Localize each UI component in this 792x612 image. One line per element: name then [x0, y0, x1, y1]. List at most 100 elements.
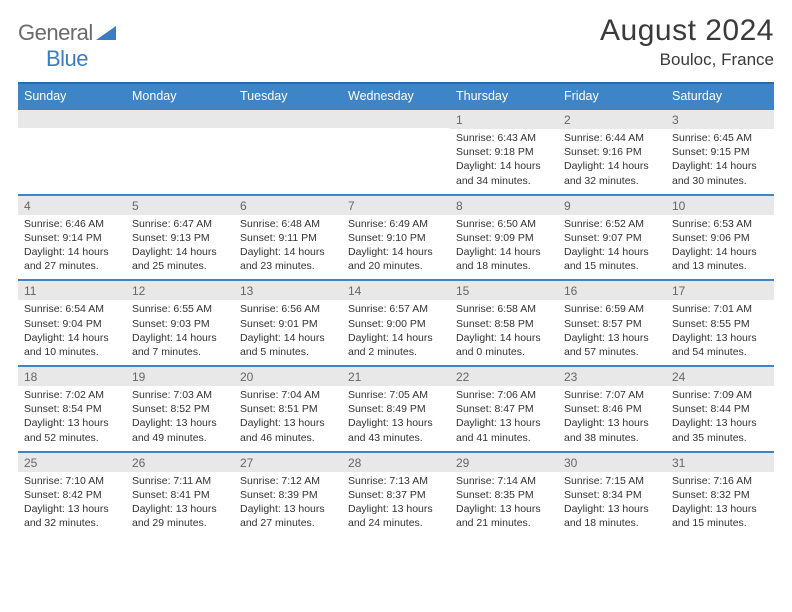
sunrise-line: Sunrise: 6:49 AM — [348, 217, 444, 231]
day-body: Sunrise: 7:16 AMSunset: 8:32 PMDaylight:… — [666, 472, 774, 537]
logo-text-blue: Blue — [46, 46, 88, 71]
day-cell: 25Sunrise: 7:10 AMSunset: 8:42 PMDayligh… — [18, 452, 126, 537]
day-cell: 20Sunrise: 7:04 AMSunset: 8:51 PMDayligh… — [234, 366, 342, 452]
month-title: August 2024 — [600, 14, 774, 48]
day-cell: 31Sunrise: 7:16 AMSunset: 8:32 PMDayligh… — [666, 452, 774, 537]
day-body: Sunrise: 7:14 AMSunset: 8:35 PMDaylight:… — [450, 472, 558, 537]
day-header: Tuesday — [234, 83, 342, 109]
day-number: 2 — [558, 110, 666, 129]
day-number: 1 — [450, 110, 558, 129]
sunset-line: Sunset: 9:06 PM — [672, 231, 768, 245]
day-number: 11 — [18, 281, 126, 300]
day-number: 5 — [126, 196, 234, 215]
day-number — [126, 110, 234, 128]
week-row: 4Sunrise: 6:46 AMSunset: 9:14 PMDaylight… — [18, 195, 774, 281]
day-number — [342, 110, 450, 128]
sunrise-line: Sunrise: 7:11 AM — [132, 474, 228, 488]
title-block: August 2024 Bouloc, France — [600, 14, 774, 70]
day-cell: 5Sunrise: 6:47 AMSunset: 9:13 PMDaylight… — [126, 195, 234, 281]
sunrise-line: Sunrise: 7:04 AM — [240, 388, 336, 402]
day-body: Sunrise: 6:54 AMSunset: 9:04 PMDaylight:… — [18, 300, 126, 365]
sunrise-line: Sunrise: 6:57 AM — [348, 302, 444, 316]
sunrise-line: Sunrise: 7:13 AM — [348, 474, 444, 488]
sunset-line: Sunset: 9:01 PM — [240, 317, 336, 331]
sunset-line: Sunset: 8:37 PM — [348, 488, 444, 502]
day-number: 28 — [342, 453, 450, 472]
day-body: Sunrise: 7:09 AMSunset: 8:44 PMDaylight:… — [666, 386, 774, 451]
daylight-line: Daylight: 14 hours and 10 minutes. — [24, 331, 120, 359]
week-row: 18Sunrise: 7:02 AMSunset: 8:54 PMDayligh… — [18, 366, 774, 452]
day-cell: 8Sunrise: 6:50 AMSunset: 9:09 PMDaylight… — [450, 195, 558, 281]
day-body: Sunrise: 7:05 AMSunset: 8:49 PMDaylight:… — [342, 386, 450, 451]
sunset-line: Sunset: 8:34 PM — [564, 488, 660, 502]
day-number: 22 — [450, 367, 558, 386]
daylight-line: Daylight: 13 hours and 57 minutes. — [564, 331, 660, 359]
day-header: Monday — [126, 83, 234, 109]
day-number: 4 — [18, 196, 126, 215]
day-number: 30 — [558, 453, 666, 472]
day-cell: 27Sunrise: 7:12 AMSunset: 8:39 PMDayligh… — [234, 452, 342, 537]
sunrise-line: Sunrise: 6:56 AM — [240, 302, 336, 316]
day-body — [342, 128, 450, 190]
daylight-line: Daylight: 13 hours and 41 minutes. — [456, 416, 552, 444]
day-cell: 26Sunrise: 7:11 AMSunset: 8:41 PMDayligh… — [126, 452, 234, 537]
day-number: 24 — [666, 367, 774, 386]
day-header: Wednesday — [342, 83, 450, 109]
day-header: Saturday — [666, 83, 774, 109]
sunset-line: Sunset: 8:44 PM — [672, 402, 768, 416]
sunset-line: Sunset: 8:52 PM — [132, 402, 228, 416]
day-cell: 17Sunrise: 7:01 AMSunset: 8:55 PMDayligh… — [666, 280, 774, 366]
day-number: 10 — [666, 196, 774, 215]
day-number: 14 — [342, 281, 450, 300]
week-row: 1Sunrise: 6:43 AMSunset: 9:18 PMDaylight… — [18, 109, 774, 195]
day-body: Sunrise: 7:07 AMSunset: 8:46 PMDaylight:… — [558, 386, 666, 451]
day-number: 27 — [234, 453, 342, 472]
day-body — [234, 128, 342, 190]
day-number: 26 — [126, 453, 234, 472]
day-body: Sunrise: 6:55 AMSunset: 9:03 PMDaylight:… — [126, 300, 234, 365]
day-body: Sunrise: 6:48 AMSunset: 9:11 PMDaylight:… — [234, 215, 342, 280]
calendar-table: Sunday Monday Tuesday Wednesday Thursday… — [18, 82, 774, 536]
sunset-line: Sunset: 8:58 PM — [456, 317, 552, 331]
sunrise-line: Sunrise: 6:55 AM — [132, 302, 228, 316]
day-body: Sunrise: 6:56 AMSunset: 9:01 PMDaylight:… — [234, 300, 342, 365]
day-cell: 2Sunrise: 6:44 AMSunset: 9:16 PMDaylight… — [558, 109, 666, 195]
day-cell: 14Sunrise: 6:57 AMSunset: 9:00 PMDayligh… — [342, 280, 450, 366]
sunset-line: Sunset: 9:16 PM — [564, 145, 660, 159]
day-cell: 18Sunrise: 7:02 AMSunset: 8:54 PMDayligh… — [18, 366, 126, 452]
sunset-line: Sunset: 8:39 PM — [240, 488, 336, 502]
day-header-row: Sunday Monday Tuesday Wednesday Thursday… — [18, 83, 774, 109]
day-cell: 9Sunrise: 6:52 AMSunset: 9:07 PMDaylight… — [558, 195, 666, 281]
day-cell: 3Sunrise: 6:45 AMSunset: 9:15 PMDaylight… — [666, 109, 774, 195]
day-body: Sunrise: 6:53 AMSunset: 9:06 PMDaylight:… — [666, 215, 774, 280]
sunrise-line: Sunrise: 7:02 AM — [24, 388, 120, 402]
day-cell: 12Sunrise: 6:55 AMSunset: 9:03 PMDayligh… — [126, 280, 234, 366]
day-cell: 11Sunrise: 6:54 AMSunset: 9:04 PMDayligh… — [18, 280, 126, 366]
day-cell: 16Sunrise: 6:59 AMSunset: 8:57 PMDayligh… — [558, 280, 666, 366]
daylight-line: Daylight: 14 hours and 18 minutes. — [456, 245, 552, 273]
daylight-line: Daylight: 13 hours and 21 minutes. — [456, 502, 552, 530]
day-cell: 29Sunrise: 7:14 AMSunset: 8:35 PMDayligh… — [450, 452, 558, 537]
day-header: Friday — [558, 83, 666, 109]
daylight-line: Daylight: 14 hours and 34 minutes. — [456, 159, 552, 187]
day-cell: 22Sunrise: 7:06 AMSunset: 8:47 PMDayligh… — [450, 366, 558, 452]
day-number: 29 — [450, 453, 558, 472]
day-number: 7 — [342, 196, 450, 215]
sunset-line: Sunset: 8:47 PM — [456, 402, 552, 416]
day-cell: 4Sunrise: 6:46 AMSunset: 9:14 PMDaylight… — [18, 195, 126, 281]
sunrise-line: Sunrise: 6:52 AM — [564, 217, 660, 231]
sunrise-line: Sunrise: 7:15 AM — [564, 474, 660, 488]
day-body: Sunrise: 6:49 AMSunset: 9:10 PMDaylight:… — [342, 215, 450, 280]
day-number: 8 — [450, 196, 558, 215]
daylight-line: Daylight: 14 hours and 27 minutes. — [24, 245, 120, 273]
day-body: Sunrise: 6:43 AMSunset: 9:18 PMDaylight:… — [450, 129, 558, 194]
sunrise-line: Sunrise: 6:47 AM — [132, 217, 228, 231]
daylight-line: Daylight: 14 hours and 15 minutes. — [564, 245, 660, 273]
daylight-line: Daylight: 14 hours and 23 minutes. — [240, 245, 336, 273]
day-header: Sunday — [18, 83, 126, 109]
day-cell: 10Sunrise: 6:53 AMSunset: 9:06 PMDayligh… — [666, 195, 774, 281]
sunset-line: Sunset: 9:13 PM — [132, 231, 228, 245]
sunset-line: Sunset: 9:18 PM — [456, 145, 552, 159]
sunrise-line: Sunrise: 6:50 AM — [456, 217, 552, 231]
sunset-line: Sunset: 9:11 PM — [240, 231, 336, 245]
